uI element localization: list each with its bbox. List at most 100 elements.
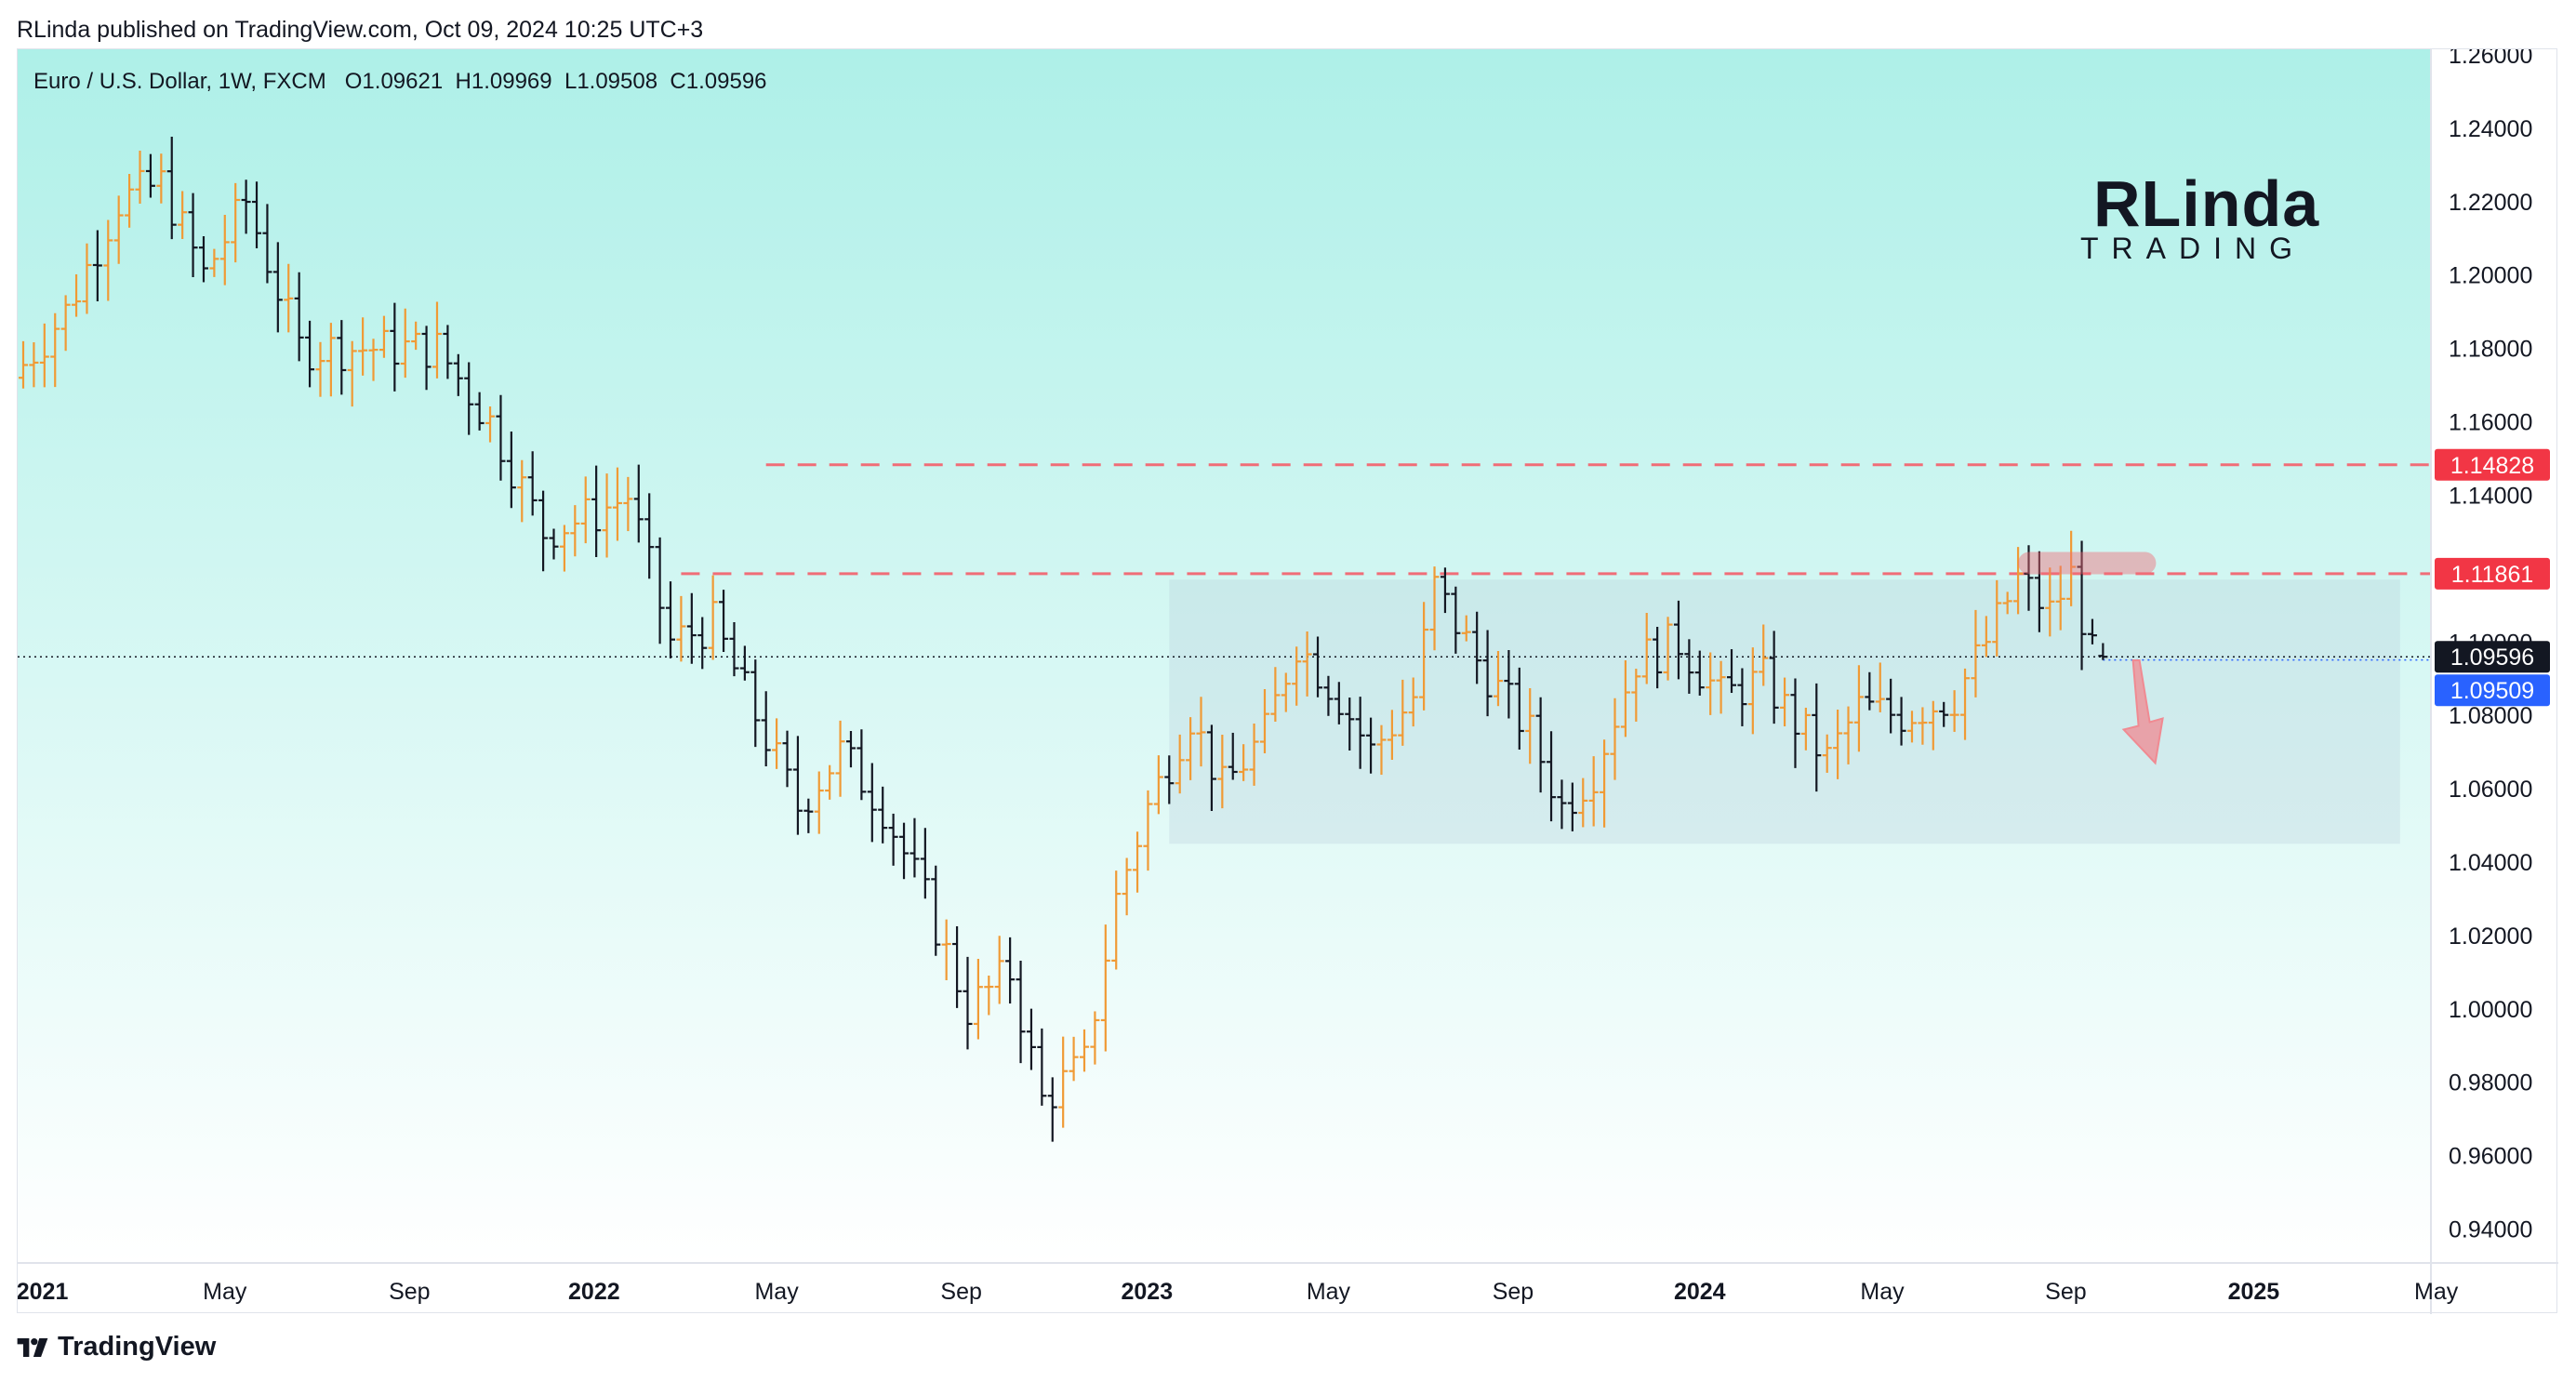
ohlc-bar[interactable] (506, 431, 516, 509)
ohlc-bar[interactable] (29, 342, 39, 388)
ohlc-bar[interactable] (262, 204, 272, 284)
ohlc-bar[interactable] (814, 771, 824, 834)
ohlc-bar[interactable] (1292, 646, 1302, 706)
ohlc-bar[interactable] (2034, 551, 2044, 632)
ohlc-bar[interactable] (485, 406, 496, 443)
ohlc-bar[interactable] (390, 302, 400, 392)
ohlc-bar[interactable] (1026, 1008, 1036, 1070)
ohlc-bar[interactable] (845, 730, 856, 768)
ohlc-bar[interactable] (496, 394, 506, 481)
ohlc-bar[interactable] (1440, 567, 1450, 614)
ohlc-bar[interactable] (1673, 600, 1683, 680)
ohlc-bar[interactable] (1588, 756, 1599, 827)
ohlc-bar[interactable] (1122, 857, 1132, 916)
ohlc-bar[interactable] (166, 137, 177, 240)
ohlc-bar[interactable] (1567, 782, 1577, 831)
ohlc-bar[interactable] (337, 320, 347, 395)
ohlc-bar[interactable] (1653, 626, 1663, 689)
ohlc-bar[interactable] (443, 325, 453, 379)
ohlc-bar[interactable] (198, 236, 208, 283)
ohlc-bar[interactable] (1737, 668, 1747, 726)
ohlc-bar[interactable] (1906, 711, 1917, 743)
ohlc-bar[interactable] (1016, 960, 1026, 1064)
ohlc-bar[interactable] (305, 320, 315, 388)
ohlc-bar[interactable] (1790, 678, 1800, 768)
ohlc-bar[interactable] (464, 362, 474, 435)
ohlc-bar[interactable] (1451, 586, 1461, 654)
down-arrow-icon[interactable] (2121, 659, 2164, 765)
ohlc-bar[interactable] (1939, 701, 1949, 727)
ohlc-bar[interactable] (453, 353, 463, 396)
ohlc-bar[interactable] (1196, 697, 1206, 767)
ohlc-bar[interactable] (103, 219, 113, 301)
ohlc-bar[interactable] (1853, 665, 1864, 752)
ohlc-bar[interactable] (952, 926, 963, 1008)
ohlc-bar[interactable] (1133, 831, 1143, 893)
ohlc-bar[interactable] (1684, 639, 1694, 694)
ohlc-bar[interactable] (559, 525, 569, 572)
ohlc-bar[interactable] (973, 958, 983, 1040)
ohlc-bar[interactable] (315, 341, 325, 397)
ohlc-bar[interactable] (994, 936, 1004, 1004)
ohlc-bar[interactable] (1875, 662, 1885, 712)
ohlc-bar[interactable] (570, 505, 580, 557)
ohlc-bar[interactable] (1918, 707, 1928, 745)
ohlc-bar[interactable] (538, 490, 549, 572)
ohlc-bar[interactable] (1334, 682, 1344, 724)
ohlc-bar[interactable] (2002, 591, 2012, 615)
level-tag-lower[interactable]: 1.11861 (2435, 557, 2550, 590)
ohlc-bar[interactable] (2055, 565, 2065, 631)
ohlc-bar[interactable] (1557, 779, 1567, 830)
ohlc-bar[interactable] (1302, 631, 1312, 697)
ohlc-bar[interactable] (474, 392, 485, 431)
ohlc-bar[interactable] (1759, 624, 1769, 686)
ohlc-bar[interactable] (1631, 669, 1641, 722)
ohlc-bar[interactable] (719, 590, 729, 653)
ohlc-bar[interactable] (527, 451, 538, 516)
level-tag-upper[interactable]: 1.14828 (2435, 448, 2550, 481)
ohlc-bar[interactable] (1100, 924, 1110, 1052)
ohlc-bar[interactable] (1206, 724, 1216, 812)
ohlc-bar[interactable] (612, 467, 622, 541)
ohlc-bar[interactable] (761, 691, 771, 767)
ohlc-bar[interactable] (835, 720, 845, 797)
ohlc-bar[interactable] (1175, 734, 1185, 794)
ohlc-bar[interactable] (1037, 1028, 1047, 1106)
ohlc-bar[interactable] (878, 786, 888, 844)
ohlc-bar[interactable] (1323, 675, 1334, 716)
ohlc-bar[interactable] (1366, 717, 1376, 774)
ohlc-bar[interactable] (1259, 688, 1269, 753)
ohlc-bar[interactable] (1419, 602, 1429, 711)
ohlc-bar[interactable] (219, 215, 230, 286)
ohlc-bar[interactable] (1706, 652, 1716, 715)
ohlc-bar[interactable] (50, 312, 60, 388)
ohlc-bar[interactable] (1429, 566, 1440, 651)
ohlc-bar[interactable] (1047, 1077, 1057, 1142)
ohlc-bar[interactable] (1461, 615, 1471, 642)
ohlc-bar[interactable] (1239, 744, 1249, 781)
ohlc-bar[interactable] (1005, 937, 1016, 1003)
ohlc-bar[interactable] (1981, 616, 1991, 658)
close-price-tag[interactable]: 1.09596 (2435, 641, 2550, 673)
ohlc-bar[interactable] (910, 817, 920, 878)
ohlc-bar[interactable] (347, 340, 357, 407)
ohlc-bar[interactable] (1896, 697, 1906, 746)
ohlc-bar[interactable] (984, 975, 994, 1016)
ohlc-bar[interactable] (803, 798, 814, 833)
ohlc-bar[interactable] (655, 537, 665, 644)
ohlc-bar[interactable] (241, 179, 251, 234)
ohlc-bar[interactable] (729, 621, 739, 677)
ohlc-bar[interactable] (666, 581, 676, 658)
ohlc-bar[interactable] (156, 153, 166, 204)
ohlc-bar[interactable] (686, 592, 697, 664)
ohlc-bar[interactable] (549, 528, 559, 560)
ohlc-bar[interactable] (1387, 710, 1397, 761)
ohlc-bar[interactable] (113, 195, 124, 264)
ohlc-bar[interactable] (1610, 698, 1620, 780)
ohlc-bar[interactable] (1822, 734, 1832, 773)
ohlc-bar[interactable] (1249, 723, 1259, 786)
ohlc-bar[interactable] (2013, 547, 2024, 615)
ohlc-bar[interactable] (1747, 647, 1758, 735)
ohlc-bar[interactable] (325, 323, 336, 397)
chart-frame[interactable]: 1.26000 1.24000 1.22000 1.20000 1.18000 1.160… (17, 48, 2558, 1314)
